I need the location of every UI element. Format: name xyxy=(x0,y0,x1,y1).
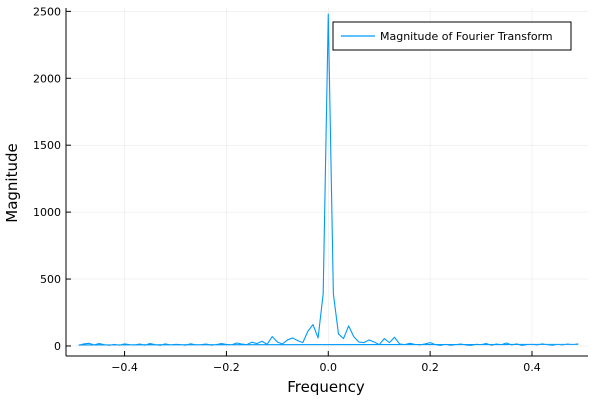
series-line-0 xyxy=(78,13,579,346)
y-tick-label: 2500 xyxy=(33,5,61,18)
x-tick-label: −0.4 xyxy=(111,361,138,374)
grid xyxy=(66,8,588,356)
series-lines xyxy=(78,13,579,346)
y-tick-label: 0 xyxy=(54,340,61,353)
x-ticks: −0.4 −0.2 0.0 0.2 0.4 xyxy=(111,351,541,374)
y-tick-label: 1000 xyxy=(33,206,61,219)
y-axis-title: Magnitude xyxy=(3,143,21,222)
x-axis-title: Frequency xyxy=(287,378,365,396)
legend: Magnitude of Fourier Transform xyxy=(332,21,572,51)
x-tick-label: −0.2 xyxy=(213,361,240,374)
x-tick-label: 0.0 xyxy=(320,361,338,374)
y-tick-label: 2000 xyxy=(33,72,61,85)
legend-label: Magnitude of Fourier Transform xyxy=(380,30,553,43)
y-tick-label: 500 xyxy=(40,273,61,286)
y-ticks: 0 500 1000 1500 2000 2500 xyxy=(33,5,71,353)
x-tick-label: 0.2 xyxy=(421,361,439,374)
y-tick-label: 1500 xyxy=(33,139,61,152)
axes xyxy=(65,8,588,357)
x-tick-label: 0.4 xyxy=(523,361,541,374)
